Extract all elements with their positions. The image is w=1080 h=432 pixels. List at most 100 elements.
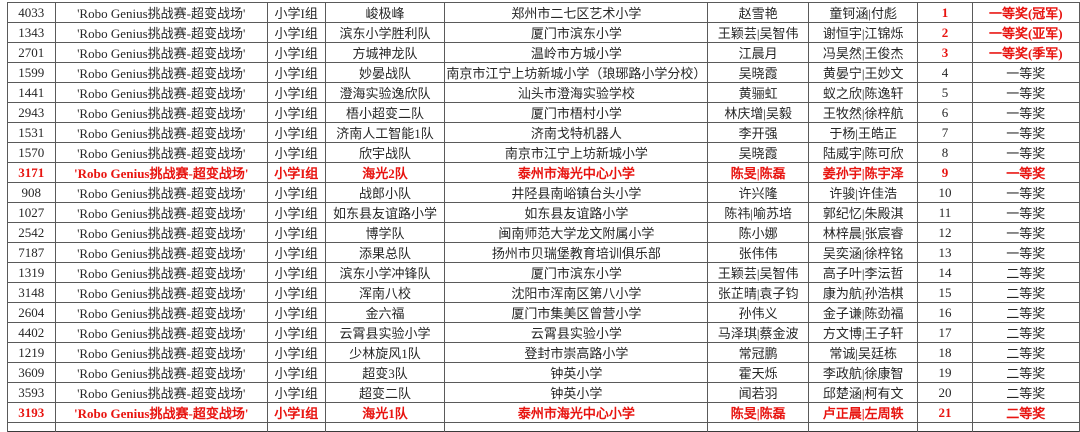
- cell-rank: 17: [917, 322, 973, 343]
- cell-school: 如东县友谊路小学: [444, 202, 709, 223]
- cell-rank: 9: [917, 162, 973, 183]
- table-row: 2604 'Robo Genius挑战赛-超变战场' 小学I组 金六福 厦门市集…: [7, 302, 1080, 323]
- cell-group: 小学I组: [266, 322, 326, 343]
- cell-competition: 'Robo Genius挑战赛-超变战场': [54, 2, 268, 23]
- cell-competition: 'Robo Genius挑战赛-超变战场': [54, 202, 268, 223]
- cell-entry-id: 1441: [7, 82, 56, 103]
- cell-team-name: 滨东小学冲锋队: [324, 262, 446, 283]
- cell-competition: 'Robo Genius挑战赛-超变战场': [54, 82, 268, 103]
- cell-school: 闽南师范大学龙文附属小学: [444, 222, 709, 243]
- cell-team-name: 超变3队: [324, 362, 446, 383]
- cell-award: 一等奖: [971, 102, 1080, 123]
- cell-group: 小学I组: [266, 402, 326, 423]
- cell-rank: 7: [917, 122, 973, 143]
- cell-school: 郑州市二七区艺术小学: [444, 2, 709, 23]
- cell-entry-id: 3148: [7, 282, 56, 303]
- cell-students: 高子叶|李沄哲: [807, 262, 919, 283]
- cell-school: 沈阳市浑南区第八小学: [444, 282, 709, 303]
- cell-award: 一等奖: [971, 82, 1080, 103]
- cell-group: 小学I组: [266, 102, 326, 123]
- cell-group: 小学I组: [266, 362, 326, 383]
- table-row: 4402 'Robo Genius挑战赛-超变战场' 小学I组 云霄县实验小学 …: [7, 322, 1080, 343]
- cell-entry-id: 1570: [7, 142, 56, 163]
- cell-team-name: 超变二队: [324, 382, 446, 403]
- table-row: 1441 'Robo Genius挑战赛-超变战场' 小学I组 澄海实验逸欣队 …: [7, 82, 1080, 103]
- cell-entry-id: 2604: [7, 302, 56, 323]
- cell-entry-id: 4033: [7, 2, 56, 23]
- cell-rank: 18: [917, 342, 973, 363]
- cell-team-name: 澄海实验逸欣队: [324, 82, 446, 103]
- cell-students: 冯昊然|王俊杰: [807, 42, 919, 63]
- cell-team-name: 欣宇战队: [324, 142, 446, 163]
- cell-coaches: 王颖芸|吴智伟: [707, 262, 809, 283]
- cell-competition: [54, 422, 268, 432]
- cell-entry-id: [7, 422, 56, 432]
- cell-coaches: 张芷晴|袁子钧: [707, 282, 809, 303]
- table-row: 1319 'Robo Genius挑战赛-超变战场' 小学I组 滨东小学冲锋队 …: [7, 262, 1080, 283]
- cell-rank: 1: [917, 2, 973, 23]
- table-row: 1599 'Robo Genius挑战赛-超变战场' 小学I组 妙晏战队 南京市…: [7, 62, 1080, 83]
- cell-team-name: 博学队: [324, 222, 446, 243]
- cell-coaches: 陈祎|喻苏培: [707, 202, 809, 223]
- cell-team-name: 添果总队: [324, 242, 446, 263]
- cell-school: 厦门市梧村小学: [444, 102, 709, 123]
- cell-group: 小学I组: [266, 262, 326, 283]
- cell-students: 卢正晨|左周轶: [807, 402, 919, 423]
- cell-award: 二等奖: [971, 282, 1080, 303]
- table-row: 1219 'Robo Genius挑战赛-超变战场' 小学I组 少林旋风1队 登…: [7, 342, 1080, 363]
- cell-group: 小学I组: [266, 122, 326, 143]
- cell-coaches: 吴晓霞: [707, 142, 809, 163]
- cell-students: 郭纪忆|朱殿淇: [807, 202, 919, 223]
- cell-group: 小学I组: [266, 202, 326, 223]
- table-row: 3193 'Robo Genius挑战赛-超变战场' 小学I组 海光1队 泰州市…: [7, 402, 1080, 423]
- cell-school: 井陉县南峪镇台头小学: [444, 182, 709, 203]
- cell-students: 常诚|吴廷栋: [807, 342, 919, 363]
- table-row: 1570 'Robo Genius挑战赛-超变战场' 小学I组 欣宇战队 南京市…: [7, 142, 1080, 163]
- cell-team-name: 云霄县实验小学: [324, 322, 446, 343]
- cell-competition: 'Robo Genius挑战赛-超变战场': [54, 322, 268, 343]
- cell-award: 一等奖: [971, 62, 1080, 83]
- cell-rank: 11: [917, 202, 973, 223]
- cell-school: 南京市江宁上坊新城小学: [444, 142, 709, 163]
- cell-competition: 'Robo Genius挑战赛-超变战场': [54, 102, 268, 123]
- cell-group: 小学I组: [266, 302, 326, 323]
- cell-group: 小学I组: [266, 242, 326, 263]
- cell-team-name: 海光2队: [324, 162, 446, 183]
- cell-students: 陆威宇|陈可欣: [807, 142, 919, 163]
- cell-school: 扬州市贝瑞堡教育培训俱乐部: [444, 242, 709, 263]
- cell-team-name: 梧小超变二队: [324, 102, 446, 123]
- cell-competition: 'Robo Genius挑战赛-超变战场': [54, 222, 268, 243]
- cell-competition: 'Robo Genius挑战赛-超变战场': [54, 182, 268, 203]
- cell-rank: 16: [917, 302, 973, 323]
- cell-coaches: 黄骊虹: [707, 82, 809, 103]
- cell-group: [266, 422, 326, 432]
- cell-entry-id: 1599: [7, 62, 56, 83]
- cell-group: 小学I组: [266, 62, 326, 83]
- cell-competition: 'Robo Genius挑战赛-超变战场': [54, 282, 268, 303]
- cell-coaches: 吴晓霞: [707, 62, 809, 83]
- cell-coaches: 李开强: [707, 122, 809, 143]
- cell-rank: 20: [917, 382, 973, 403]
- cell-team-name: 少林旋风1队: [324, 342, 446, 363]
- table-row: 3593 'Robo Genius挑战赛-超变战场' 小学I组 超变二队 钟英小…: [7, 382, 1080, 403]
- cell-entry-id: 1531: [7, 122, 56, 143]
- cell-rank: 6: [917, 102, 973, 123]
- cell-rank: 12: [917, 222, 973, 243]
- cell-students: 吴奕涵|徐梓铭: [807, 242, 919, 263]
- cell-students: 谢恒宇|江锦烁: [807, 22, 919, 43]
- cell-coaches: 张伟伟: [707, 242, 809, 263]
- cell-team-name: 海光1队: [324, 402, 446, 423]
- cell-award: 二等奖: [971, 362, 1080, 383]
- cell-coaches: 王颖芸|吴智伟: [707, 22, 809, 43]
- cell-coaches: 陈旻|陈磊: [707, 402, 809, 423]
- cell-coaches: 马泽琪|蔡金波: [707, 322, 809, 343]
- cell-rank: 19: [917, 362, 973, 383]
- cell-award: 一等奖: [971, 242, 1080, 263]
- cell-entry-id: 4402: [7, 322, 56, 343]
- cell-entry-id: 3609: [7, 362, 56, 383]
- cell-award: 一等奖(亚军): [971, 22, 1080, 43]
- cell-competition: 'Robo Genius挑战赛-超变战场': [54, 342, 268, 363]
- cell-students: 许骏|许佳浩: [807, 182, 919, 203]
- cell-group: 小学I组: [266, 222, 326, 243]
- cell-school: 泰州市海光中心小学: [444, 402, 709, 423]
